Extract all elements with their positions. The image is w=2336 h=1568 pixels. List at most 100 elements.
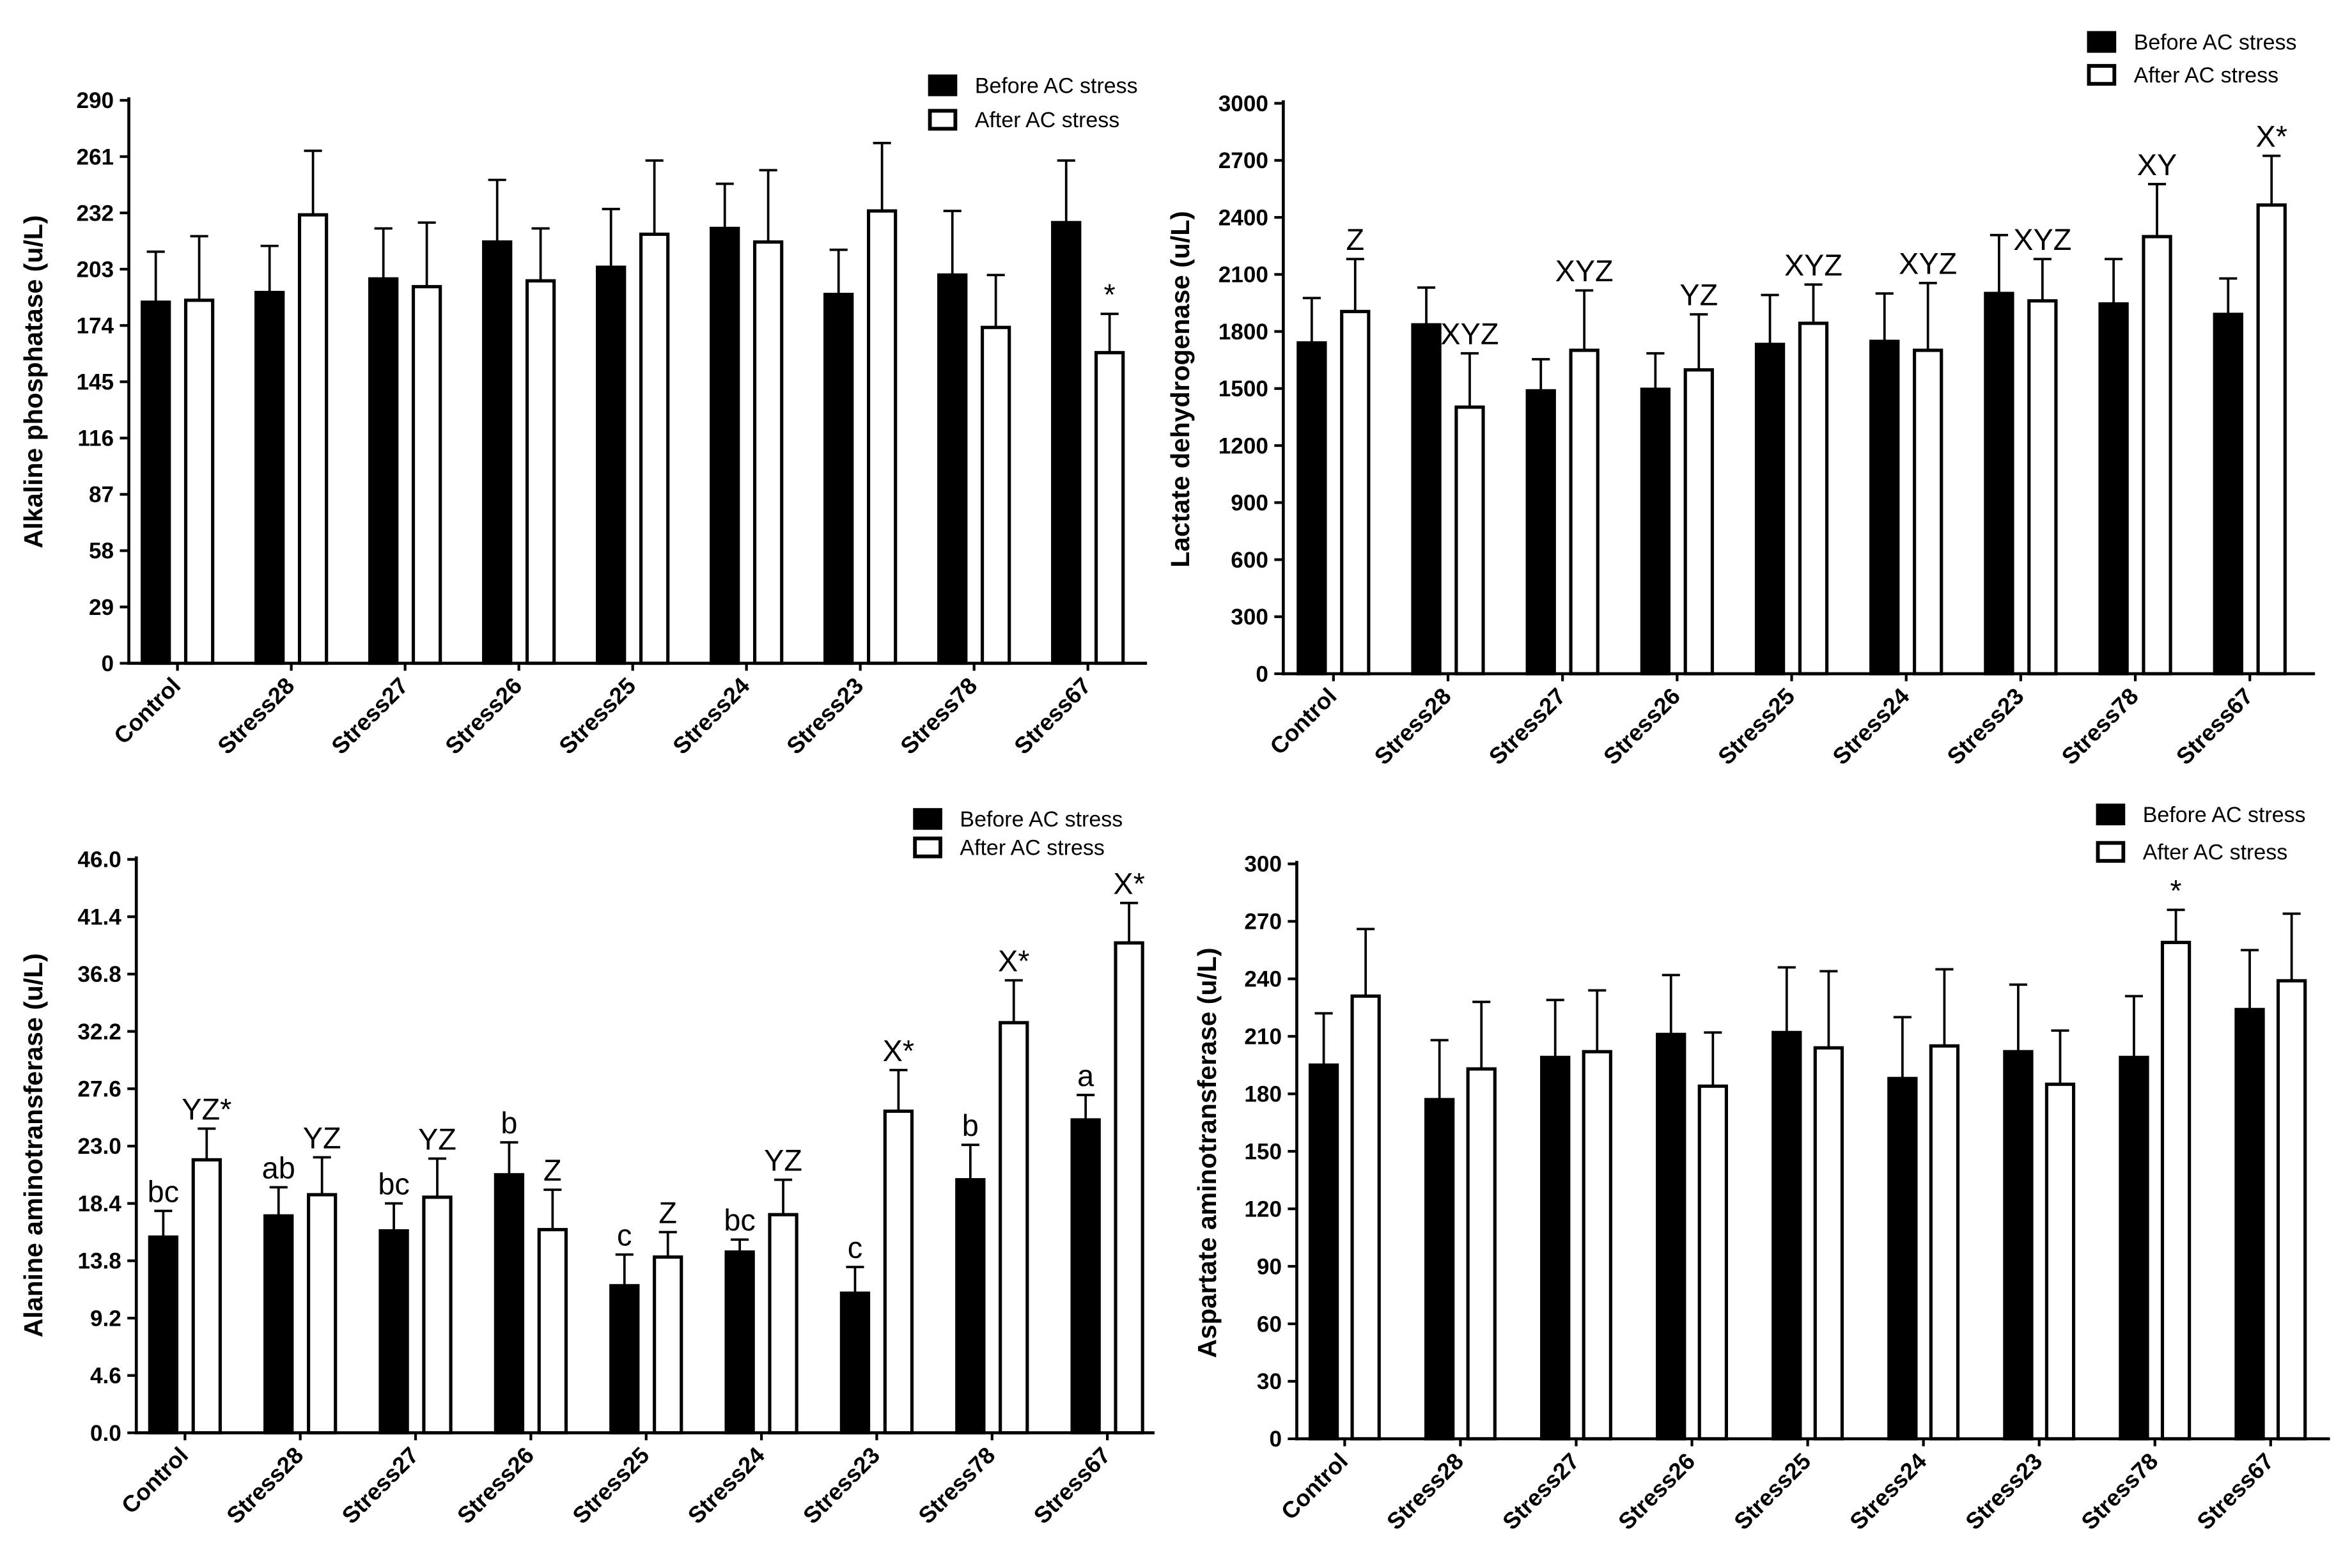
category-label-stress25: Stress25 <box>1713 683 1800 770</box>
significance-label: bc <box>148 1175 179 1208</box>
y-tick-label: 210 <box>1244 1025 1282 1050</box>
bar-before-ac-stress-stress23 <box>839 1291 871 1435</box>
bar-after-ac-stress-stress24 <box>1913 348 1943 676</box>
category-label-stress28: Stress28 <box>1382 1448 1468 1535</box>
bar-before-ac-stress-stress25 <box>1754 343 1786 676</box>
bar-after-ac-stress-stress67 <box>1094 351 1125 665</box>
significance-label: bc <box>724 1204 755 1237</box>
y-tick-label: 29 <box>89 595 114 620</box>
bar-before-ac-stress-stress27 <box>1540 1055 1571 1441</box>
legend-label-before-ac-stress: Before AC stress <box>2143 803 2306 827</box>
bar-before-ac-stress-stress28 <box>254 290 285 665</box>
bar-after-ac-stress-control <box>183 299 215 665</box>
bar-before-ac-stress-stress67 <box>1070 1118 1101 1435</box>
legend-swatch-after-ac-stress <box>913 836 942 858</box>
bar-after-ac-stress-stress25 <box>1798 322 1829 676</box>
y-tick-label: 290 <box>76 88 114 113</box>
category-label-stress23: Stress23 <box>1942 683 2029 770</box>
y-tick-label: 36.8 <box>77 962 121 987</box>
bar-after-ac-stress-stress28 <box>1466 1067 1497 1441</box>
category-label-stress25: Stress25 <box>1729 1448 1816 1535</box>
bar-before-ac-stress-stress26 <box>1640 387 1671 676</box>
bar-before-ac-stress-stress24 <box>1887 1076 1918 1441</box>
category-label-stress24: Stress24 <box>683 1442 770 1529</box>
y-tick-label: 300 <box>1231 605 1268 630</box>
category-label-stress28: Stress28 <box>212 672 299 759</box>
bar-after-ac-stress-stress28 <box>306 1193 338 1435</box>
bar-after-ac-stress-stress27 <box>1569 348 1600 676</box>
significance-label: X* <box>2255 120 2287 153</box>
bar-after-ac-stress-stress23 <box>2027 299 2058 676</box>
bar-after-ac-stress-stress78 <box>2142 235 2172 676</box>
y-tick-label: 0.0 <box>90 1421 121 1446</box>
bar-after-ac-stress-stress25 <box>639 232 670 665</box>
y-axis-title: Aspartate aminotransferase (u/L) <box>1192 947 1222 1358</box>
significance-label: c <box>617 1219 632 1252</box>
bar-before-ac-stress-stress78 <box>937 273 968 665</box>
y-tick-label: 1800 <box>1219 320 1268 345</box>
bar-before-ac-stress-stress26 <box>482 240 513 665</box>
bar-before-ac-stress-stress78 <box>955 1178 986 1435</box>
significance-label: XYZ <box>2013 223 2071 256</box>
y-tick-label: 1500 <box>1219 376 1268 401</box>
bar-after-ac-stress-control <box>191 1158 222 1435</box>
bar-before-ac-stress-stress24 <box>710 226 740 665</box>
category-label-stress26: Stress26 <box>440 672 527 759</box>
category-label-stress23: Stress23 <box>1960 1448 2047 1535</box>
bar-before-ac-stress-stress27 <box>378 1229 409 1435</box>
category-label-stress78: Stress78 <box>913 1442 1000 1529</box>
bar-before-ac-stress-stress28 <box>263 1214 294 1435</box>
significance-label: YZ* <box>182 1093 231 1126</box>
significance-label: a <box>1077 1059 1094 1092</box>
bar-after-ac-stress-stress26 <box>1683 368 1714 676</box>
bar-after-ac-stress-stress23 <box>2044 1082 2076 1441</box>
significance-label: XYZ <box>1555 254 1614 288</box>
category-label-stress27: Stress27 <box>326 672 413 759</box>
legend-label-before-ac-stress: Before AC stress <box>960 807 1123 832</box>
bar-before-ac-stress-stress25 <box>609 1284 640 1435</box>
bar-after-ac-stress-stress25 <box>653 1255 683 1435</box>
y-tick-label: 27.6 <box>77 1077 121 1102</box>
y-tick-label: 180 <box>1244 1082 1282 1107</box>
y-tick-label: 58 <box>89 539 114 564</box>
category-label-stress26: Stress26 <box>1613 1448 1700 1535</box>
bar-before-ac-stress-stress25 <box>596 265 627 665</box>
bar-after-ac-stress-stress27 <box>422 1195 453 1435</box>
y-tick-label: 270 <box>1244 910 1282 935</box>
bar-after-ac-stress-stress28 <box>1454 405 1485 676</box>
bar-after-ac-stress-stress78 <box>980 325 1011 665</box>
category-label-control: Control <box>109 672 185 749</box>
chart-lactate-dehydrogenase: 0 300 600 900 1200 1500 1800 2100 2400 2700 3000 La… <box>1165 30 2316 770</box>
bar-before-ac-stress-stress26 <box>1656 1032 1686 1441</box>
chart-alanine-aminotransferase: 0.0 4.6 9.2 13.8 18.4 23.0 27.6 32.2 36.8 41.4 46.… <box>19 807 1155 1529</box>
significance-label: Z <box>658 1196 677 1229</box>
bar-after-ac-stress-stress67 <box>2256 203 2287 676</box>
category-label-control: Control <box>1276 1448 1353 1525</box>
significance-label: XY <box>2137 148 2177 182</box>
significance-label: X* <box>1113 867 1144 901</box>
bar-after-ac-stress-stress23 <box>883 1109 914 1435</box>
y-tick-label: 90 <box>1257 1254 1282 1279</box>
y-tick-label: 120 <box>1244 1197 1282 1222</box>
category-label-stress24: Stress24 <box>667 672 754 759</box>
legend-swatch-before-ac-stress <box>913 808 942 830</box>
y-tick-label: 300 <box>1244 852 1282 877</box>
legend-label-before-ac-stress: Before AC stress <box>975 74 1138 98</box>
bar-before-ac-stress-stress27 <box>1525 389 1556 676</box>
significance-label: XYZ <box>1784 249 1842 282</box>
significance-label: X* <box>883 1034 914 1067</box>
y-tick-label: 3000 <box>1219 91 1268 116</box>
bar-before-ac-stress-stress67 <box>2213 313 2243 676</box>
y-tick-label: 203 <box>76 257 114 282</box>
legend-swatch-before-ac-stress <box>928 74 958 97</box>
y-tick-label: 23.0 <box>77 1134 121 1159</box>
bar-before-ac-stress-stress24 <box>724 1250 755 1435</box>
bar-after-ac-stress-stress78 <box>2160 940 2192 1441</box>
chart-aspartate-aminotransferase: 0 30 60 90 120 150 180 210 240 270 300 Aspartate am… <box>1192 803 2330 1535</box>
legend-label-after-ac-stress: After AC stress <box>2143 841 2287 865</box>
bar-before-ac-stress-control <box>1296 341 1327 676</box>
y-tick-label: 600 <box>1231 548 1268 573</box>
legend-label-after-ac-stress: After AC stress <box>975 108 1119 132</box>
bar-before-ac-stress-stress78 <box>2098 302 2129 676</box>
